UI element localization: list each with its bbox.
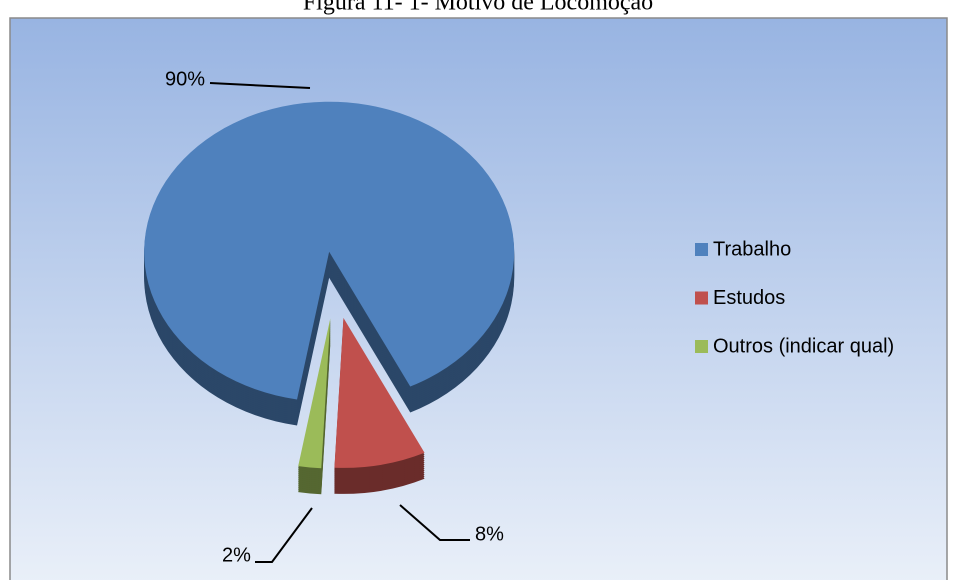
legend-swatch	[695, 340, 708, 353]
leader-line	[399, 504, 470, 541]
legend-swatch	[695, 291, 708, 305]
slice	[334, 317, 425, 468]
data-label: 90%	[165, 68, 205, 90]
slice	[298, 318, 331, 469]
leader-line	[209, 82, 311, 89]
data-label: 8%	[475, 523, 504, 545]
chart-title: Figura 11- 1- Motivo de Locomoção	[303, 0, 653, 16]
slice	[144, 101, 515, 400]
legend-swatch	[695, 243, 708, 256]
data-label: 2%	[222, 544, 251, 566]
legend-label: Trabalho	[713, 238, 791, 260]
legend-label: Outros (indicar qual)	[713, 335, 894, 357]
legend-label: Estudos	[713, 287, 785, 309]
leader-line	[255, 507, 313, 563]
